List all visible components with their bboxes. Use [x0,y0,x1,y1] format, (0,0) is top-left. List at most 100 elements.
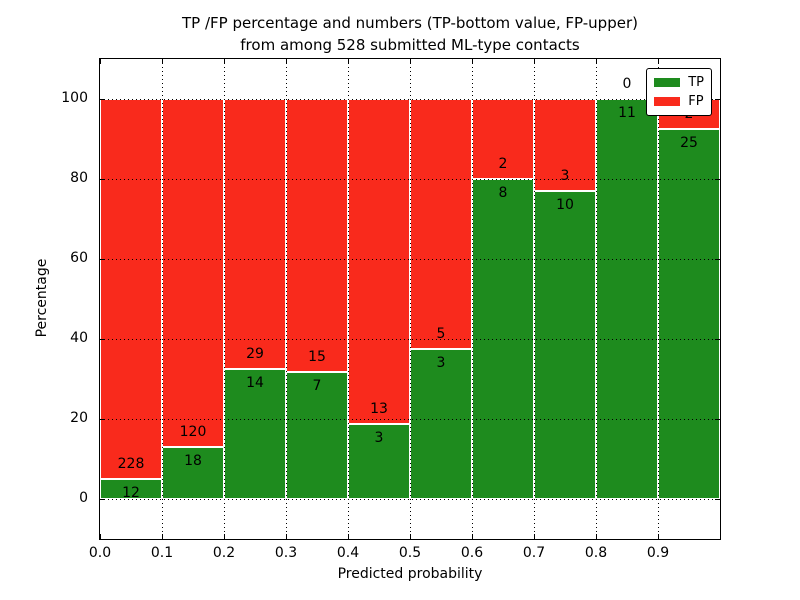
y-tick-label: 0 [79,490,88,506]
x-tick-mark [348,534,349,539]
bar-fp-segment [100,99,162,479]
bar-tp-count-label: 11 [618,105,636,121]
bar-tp-segment [658,128,720,499]
y-tick-label: 60 [70,250,88,266]
x-tick-mark [472,59,473,64]
y-tick-label: 80 [70,170,88,186]
legend-swatch-fp-icon [654,97,681,106]
bar-tp-segment [224,368,286,499]
bar-tp-segment [596,99,658,499]
y-tick-mark [715,419,720,420]
y-tick-mark [715,99,720,100]
bar-fp-segment [162,99,224,447]
gridline-horizontal [100,419,720,420]
x-tick-mark [100,59,101,64]
bar-tp-count-label: 10 [556,197,574,214]
y-tick-mark [100,99,105,100]
bar-fp-count-label: 3 [560,168,570,185]
gridline-vertical [410,59,411,539]
bar-tp-segment [534,191,596,499]
bar-tp-segment [100,479,162,499]
gridline-vertical [596,59,597,539]
gridline-horizontal [100,259,720,260]
y-tick-mark [100,419,105,420]
x-tick-mark [658,534,659,539]
y-tick-mark [100,179,105,180]
y-tick-mark [100,339,105,340]
x-tick-label: 0.2 [212,545,236,561]
x-tick-mark [224,534,225,539]
bar-tp-segment [286,371,348,499]
bar-fp-count-label: 228 [117,456,145,472]
bar-tp-count-label: 25 [680,134,698,151]
x-tick-mark [658,59,659,64]
gridline-horizontal [100,99,720,100]
y-tick-label: 20 [70,410,88,426]
x-tick-mark [100,534,101,539]
legend-label-tp: TP [688,75,704,90]
x-tick-mark [286,534,287,539]
bar-fp-count-label: 120 [179,423,207,440]
bar-tp-segment [162,446,224,499]
bar-fp-segment [348,99,410,424]
x-tick-label: 0.9 [646,545,670,561]
bar-fp-segment [410,99,472,349]
bar-fp-count-label: 13 [370,401,388,417]
gridline-horizontal [100,339,720,340]
y-tick-mark [715,179,720,180]
bar-fp-segment [286,99,348,372]
y-tick-mark [100,259,105,260]
gridline-vertical [658,59,659,539]
x-tick-mark [472,534,473,539]
bar-fp-count-label: 2 [498,156,508,172]
x-tick-label: 0.4 [336,545,360,561]
bar-tp-count-label: 7 [312,377,322,394]
y-tick-mark [715,499,720,500]
x-axis-label: Predicted probability [337,566,483,582]
gridline-vertical [534,59,535,539]
bar-tp-count-label: 18 [184,452,202,469]
x-tick-mark [534,59,535,64]
x-tick-mark [596,534,597,539]
bar-tp-count-label: 12 [122,485,140,501]
y-tick-label: 40 [70,330,88,346]
x-tick-label: 0.1 [150,545,174,561]
bar-fp-count-label: 29 [246,345,264,362]
x-tick-label: 0.7 [522,545,546,561]
x-tick-mark [534,534,535,539]
bar-tp-count-label: 8 [498,185,508,201]
x-tick-label: 0.0 [88,545,112,561]
x-tick-mark [596,59,597,64]
chart-title: TP /FP percentage and numbers (TP-bottom… [100,12,720,56]
chart-title-line1: TP /FP percentage and numbers (TP-bottom… [182,14,638,32]
plot-area: TP FP 228121201829141571335328310011225 [99,58,721,540]
legend-label-fp: FP [688,94,704,109]
gridline-horizontal [100,499,720,500]
bar-fp-count-label: 5 [436,326,446,342]
bar-fp-segment [224,99,286,369]
x-tick-mark [348,59,349,64]
x-tick-mark [162,59,163,64]
x-tick-label: 0.5 [398,545,422,561]
x-tick-label: 0.3 [274,545,298,561]
gridline-vertical [286,59,287,539]
legend-entry-fp: FP [654,92,704,111]
y-tick-mark [100,499,105,500]
x-tick-mark [410,59,411,64]
gridline-vertical [162,59,163,539]
y-axis-label: Percentage [34,258,50,338]
bar-fp-segment [472,99,534,179]
legend-entry-tp: TP [654,73,704,92]
chart-title-line2: from among 528 submitted ML-type contact… [240,36,580,54]
y-tick-mark [715,339,720,340]
legend: TP FP [646,68,712,116]
x-tick-mark [224,59,225,64]
y-tick-mark [715,259,720,260]
gridline-vertical [348,59,349,539]
bar-fp-count-label: 0 [622,76,632,92]
gridline-vertical [224,59,225,539]
gridline-vertical [472,59,473,539]
x-tick-label: 0.8 [584,545,608,561]
bar-fp-count-label: 15 [308,348,326,365]
